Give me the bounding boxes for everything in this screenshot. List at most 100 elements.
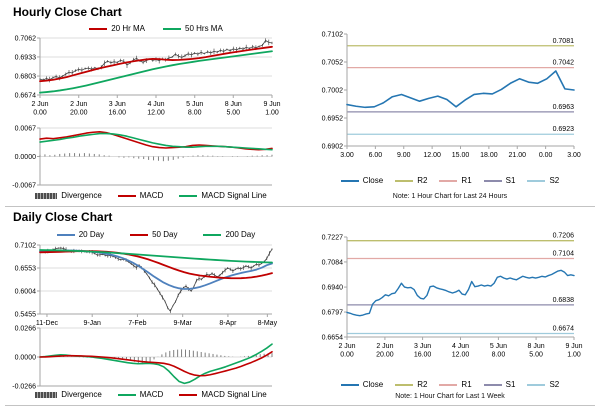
pivot-label-s1: 0.6838 — [553, 297, 575, 304]
x-tick-label: 1.00 — [265, 110, 279, 117]
y-tick-label: -0.0266 — [12, 384, 36, 391]
x-tick-label: 11-Dec — [36, 320, 59, 327]
x-tick-label: 0.00 — [539, 152, 553, 159]
weekly-pivot-chart: 0.7206 0.7104 0.6838 0.6674 0.7227 0.7084 0.69… — [322, 233, 583, 359]
pivot-label-r1: 0.7104 — [553, 250, 575, 257]
legend-item-macd: MACD — [117, 390, 163, 399]
hourly_macd-plot: 0.0067 0.0000 -0.0067 — [12, 126, 273, 190]
x-tick-label: 9.00 — [397, 152, 411, 159]
legend-swatch-200-day — [203, 233, 222, 236]
x-tick-label: 16.00 — [414, 352, 432, 359]
x-tick-label: 12.00 — [452, 352, 470, 359]
legend-swatch-s1 — [483, 179, 502, 182]
hourly-pivot-legend: Close R2 R1 S1 S2 — [310, 176, 590, 185]
legend-swatch-close — [340, 383, 359, 386]
week-series-close — [346, 269, 575, 317]
pivot-label-r1: 0.7042 — [553, 60, 575, 67]
legend-item-macd-signal-line: MACD Signal Line — [179, 390, 267, 399]
x-tick-label: 0.00 — [340, 352, 354, 359]
x-tick-label: 1.00 — [567, 352, 581, 359]
hourly_macd-series-macd-signal-line — [39, 132, 273, 151]
y-tick-label: 0.7102 — [15, 243, 37, 250]
legend-item-r2: R2 — [395, 176, 427, 185]
x-tick-label: 21.00 — [508, 152, 526, 159]
legend-label: R2 — [417, 380, 428, 389]
y-tick-label: 0.7002 — [322, 88, 344, 95]
x-tick-label: 6.00 — [369, 152, 383, 159]
x-tick-label: 8.00 — [492, 352, 506, 359]
legend-swatch-s2 — [527, 383, 546, 386]
x-tick-label: 16.00 — [108, 110, 126, 117]
legend-item-s1: S1 — [483, 380, 516, 389]
legend-item-r2: R2 — [395, 380, 427, 389]
x-tick-label: 20.00 — [70, 110, 88, 117]
legend-label: R1 — [461, 176, 472, 185]
x-tick-label: 8 Jun — [225, 101, 242, 108]
legend-item-20-day: 20 Day — [56, 230, 104, 239]
x-tick-label: 3 Jun — [414, 343, 431, 350]
x-tick-label: 9-Jan — [83, 320, 101, 327]
x-tick-label: 3.00 — [340, 152, 354, 159]
x-tick-label: 18.00 — [480, 152, 498, 159]
legend-label: 50 Hrs MA — [185, 24, 223, 33]
legend-swatch-close — [340, 179, 359, 182]
x-tick-label: 2 Jun — [31, 101, 48, 108]
legend-label: S1 — [505, 380, 516, 389]
daily_macd-plot: 0.0266 0.0000 -0.0266 — [12, 326, 273, 391]
x-tick-label: 12.00 — [423, 152, 441, 159]
x-tick-label: 5.00 — [226, 110, 240, 117]
x-tick-label: 4 Jun — [452, 343, 469, 350]
legend-item-20-hr-ma: 20 Hr MA — [89, 24, 145, 33]
pivot-label-r2: 0.7081 — [553, 38, 575, 45]
y-tick-label: 0.6004 — [15, 289, 37, 296]
legend-item-r1: R1 — [439, 380, 472, 389]
legend-swatch-macd — [117, 393, 136, 396]
y-tick-label: -0.0067 — [12, 183, 36, 190]
legend-swatch-50-day — [130, 233, 149, 236]
pivot-label-r2: 0.7206 — [553, 233, 575, 240]
hourly_price-series-20-hr-ma — [39, 45, 273, 83]
y-tick-label: 0.7052 — [322, 60, 344, 67]
x-tick-label: 3 Jun — [109, 101, 126, 108]
x-tick-label: 2 Jun — [70, 101, 87, 108]
daily_macd-series-macd-signal-line — [39, 350, 273, 377]
x-tick-label: 5.00 — [529, 352, 543, 359]
daily-chart-title: Daily Close Chart — [13, 210, 113, 224]
legend-label: 20 Hr MA — [111, 24, 145, 33]
y-tick-label: 0.7062 — [15, 36, 37, 43]
hourly-price-legend: 20 Hr MA 50 Hrs MA — [40, 24, 272, 33]
legend-swatch-macd — [117, 194, 136, 197]
legend-label: Divergence — [61, 191, 102, 200]
legend-label: Close — [362, 176, 384, 185]
x-tick-label: 8-May — [258, 320, 278, 327]
legend-item-s1: S1 — [483, 176, 515, 185]
x-tick-label: 0.00 — [33, 110, 47, 117]
legend-swatch-r2 — [395, 179, 414, 182]
daily-price-legend: 20 Day 50 Day 200 Day — [40, 230, 272, 239]
hourly-pivot-note: Note: 1 Hour Chart for Last 24 Hours — [392, 193, 508, 200]
legend-label: S2 — [549, 176, 560, 185]
y-tick-label: 0.6803 — [15, 74, 37, 81]
legend-item-50-hrs-ma: 50 Hrs MA — [163, 24, 223, 33]
legend-swatch-r1 — [439, 383, 458, 386]
legend-item-50-day: 50 Day — [130, 230, 177, 239]
x-tick-label: 4 Jun — [147, 101, 164, 108]
daily-macd-legend: Divergence MACD MACD Signal Line — [20, 390, 282, 399]
legend-item-close: Close — [340, 176, 384, 185]
x-tick-label: 9 Jun — [263, 101, 280, 108]
legend-swatch-macd-signal-line — [179, 393, 198, 396]
hourly_price-series-50-hrs-ma — [39, 50, 273, 94]
y-tick-label: 0.7102 — [322, 32, 344, 39]
legend-label: R2 — [417, 176, 428, 185]
x-tick-label: 12.00 — [147, 110, 165, 117]
week-plot: 0.7206 0.7104 0.6838 0.6674 0.7227 0.7084 0.69… — [322, 233, 583, 359]
x-tick-label: 3.00 — [567, 152, 581, 159]
legend-item-200-day: 200 Day — [203, 230, 255, 239]
pivot-label-s1: 0.6963 — [553, 104, 575, 111]
legend-swatch-divergence — [35, 391, 58, 398]
y-tick-label: 0.6654 — [322, 335, 344, 342]
